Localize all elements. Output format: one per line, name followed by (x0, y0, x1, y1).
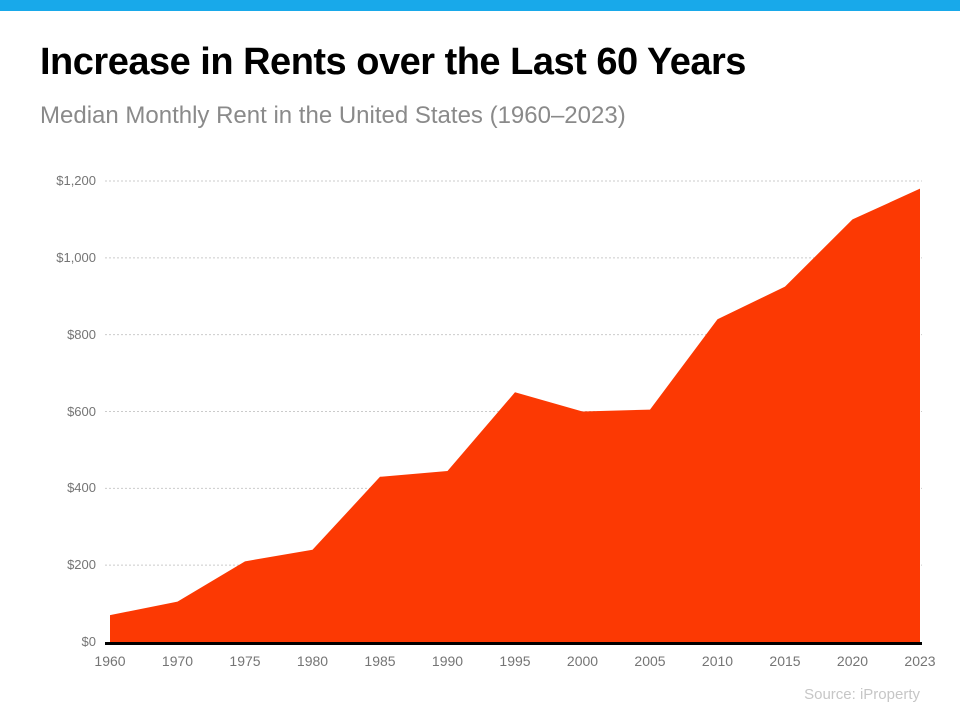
page-title: Increase in Rents over the Last 60 Years (40, 41, 746, 83)
x-tick-label: 2000 (566, 653, 599, 669)
page-subtitle: Median Monthly Rent in the United States… (40, 102, 626, 129)
top-accent-bar (0, 0, 960, 11)
rent-area-series (110, 188, 920, 643)
y-tick-label: $200 (67, 557, 96, 573)
x-tick-label: 2023 (904, 653, 936, 669)
x-tick-label: 1990 (431, 653, 464, 669)
y-tick-label: $0 (81, 634, 96, 649)
x-tick-label: 2015 (769, 653, 801, 669)
y-tick-label: $1,000 (56, 249, 96, 265)
y-tick-label: $800 (67, 326, 96, 342)
x-tick-label: 1960 (94, 653, 126, 669)
y-tick-label: $1,200 (56, 173, 96, 188)
source-credit: Source: iProperty (804, 686, 920, 703)
y-tick-label: $600 (67, 403, 96, 419)
x-tick-label: 1970 (161, 653, 194, 669)
x-tick-label: 2010 (701, 653, 734, 669)
x-tick-label: 2005 (634, 653, 666, 669)
x-tick-label: 1985 (364, 653, 396, 669)
x-tick-label: 2020 (836, 653, 869, 669)
y-tick-label: $400 (67, 480, 96, 496)
x-tick-label: 1975 (229, 653, 261, 669)
x-tick-label: 1995 (499, 653, 531, 669)
x-tick-label: 1980 (296, 653, 329, 669)
x-axis-line (105, 642, 922, 645)
